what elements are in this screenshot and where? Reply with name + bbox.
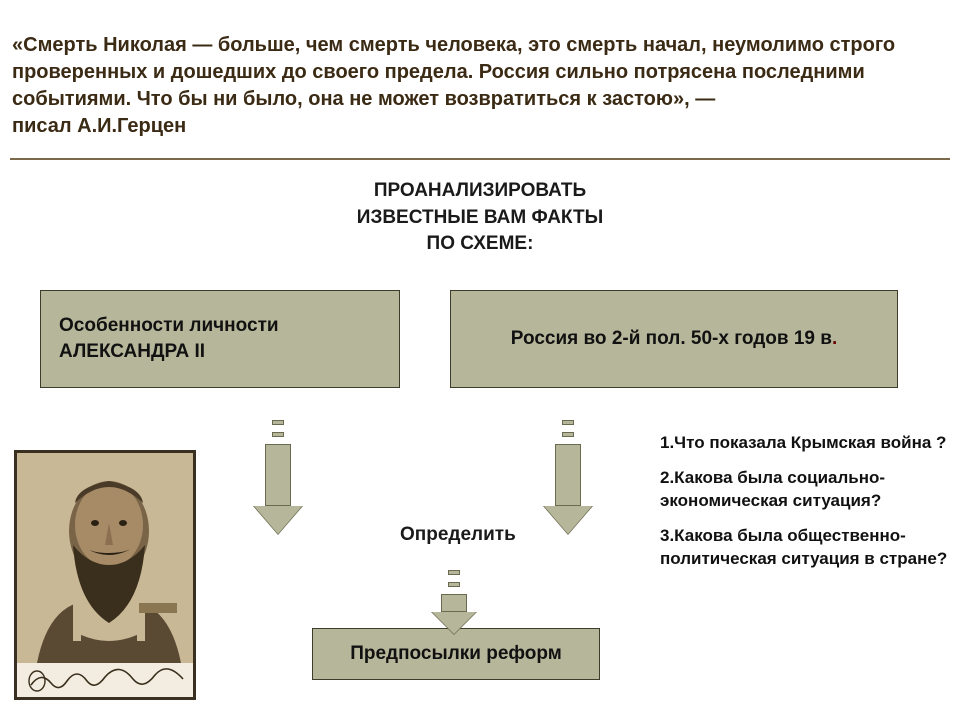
instruction-line1: ПРОАНАЛИЗИРОВАТЬ — [374, 180, 586, 201]
box-russia-context: Россия во 2-й пол. 50-х годов 19 в. — [450, 290, 898, 388]
box-right-text: Россия во 2-й пол. 50-х годов 19 в — [511, 328, 832, 349]
question-3: 3.Какова была общественно-политическая с… — [660, 525, 950, 571]
box-right-dot: . — [832, 328, 837, 349]
portrait-svg — [17, 453, 196, 700]
question-1: 1.Что показала Крымская война ? — [660, 432, 950, 455]
box-prerequisites: Предпосылки реформ — [312, 628, 600, 680]
portrait-alexander-ii — [14, 450, 196, 700]
box-left-line1: Особенности личности — [59, 315, 279, 336]
box-left-line2: АЛЕКСАНДРА II — [59, 341, 205, 362]
guiding-questions: 1.Что показала Крымская война ? 2.Какова… — [660, 432, 950, 583]
divider — [10, 158, 950, 160]
instruction-line2: ИЗВЕСТНЫЕ ВАМ ФАКТЫ — [357, 207, 603, 228]
instruction-heading: ПРОАНАЛИЗИРОВАТЬ ИЗВЕСТНЫЕ ВАМ ФАКТЫ ПО … — [0, 178, 960, 258]
determine-label: Определить — [400, 524, 516, 546]
question-2: 2.Какова была социально-экономическая си… — [660, 467, 950, 513]
box-personality: Особенности личности АЛЕКСАНДРА II — [40, 290, 400, 388]
quote-text: «Смерть Николая — больше, чем смерть чел… — [12, 34, 895, 110]
quote-author: писал А.И.Герцен — [12, 115, 186, 137]
epigraph-quote: «Смерть Николая — больше, чем смерть чел… — [12, 32, 932, 140]
box-bottom-text: Предпосылки реформ — [350, 641, 562, 667]
instruction-line3: ПО СХЕМЕ: — [427, 233, 534, 254]
